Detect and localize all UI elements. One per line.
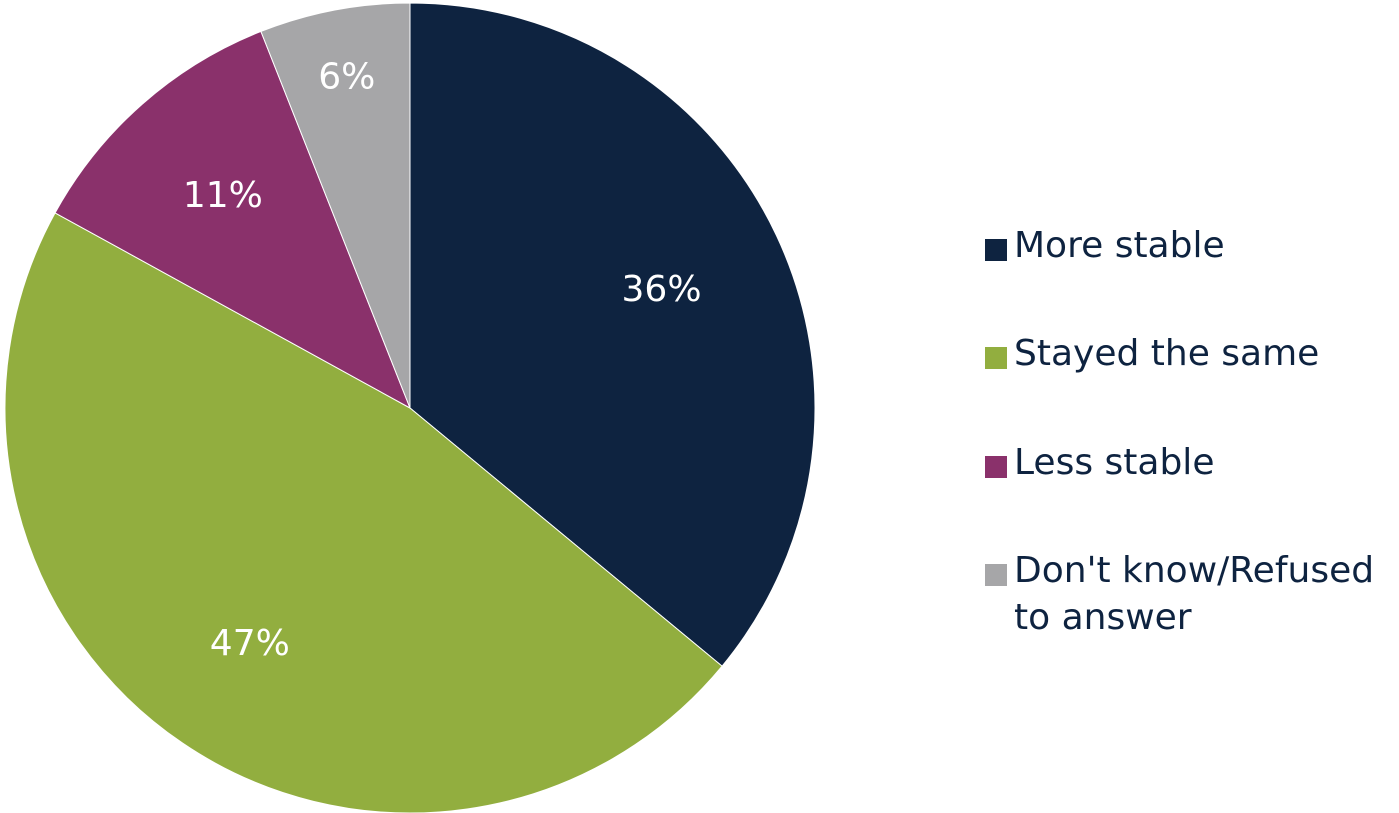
pie-slice-less-stable (54, 30, 411, 410)
legend-swatch-stayed-the-same (985, 347, 1007, 369)
pie-slice-more-stable (409, 2, 816, 667)
pie-slice-dont-know-refused (260, 2, 411, 409)
pie-slice-stayed-the-same (4, 212, 723, 813)
legend-swatch-less-stable (985, 456, 1007, 478)
pie-value-label-more-stable: 36% (622, 269, 702, 310)
pie-value-labels: 36% 47% 11% 6% (183, 56, 702, 664)
legend-item-dont-know-refused: Don't know/Refused to answer (985, 547, 1394, 641)
pie-slices (4, 2, 816, 813)
legend-label-more-stable: More stable (1014, 225, 1225, 266)
pie-value-label-dont-know-refused: 6% (318, 56, 375, 97)
legend-label-stayed-the-same: Stayed the same (1014, 333, 1320, 374)
legend-label-dont-know-refused: Don't know/Refused to answer (1014, 550, 1375, 638)
legend-swatch-dont-know-refused (985, 564, 1007, 586)
legend-swatch-more-stable (985, 239, 1007, 261)
pie-value-label-stayed-the-same: 47% (210, 623, 290, 664)
legend-item-more-stable: More stable (985, 222, 1394, 269)
pie-value-label-less-stable: 11% (183, 175, 263, 216)
legend-item-stayed-the-same: Stayed the same (985, 330, 1394, 377)
legend-label-less-stable: Less stable (1014, 442, 1215, 483)
legend-item-less-stable: Less stable (985, 439, 1394, 486)
